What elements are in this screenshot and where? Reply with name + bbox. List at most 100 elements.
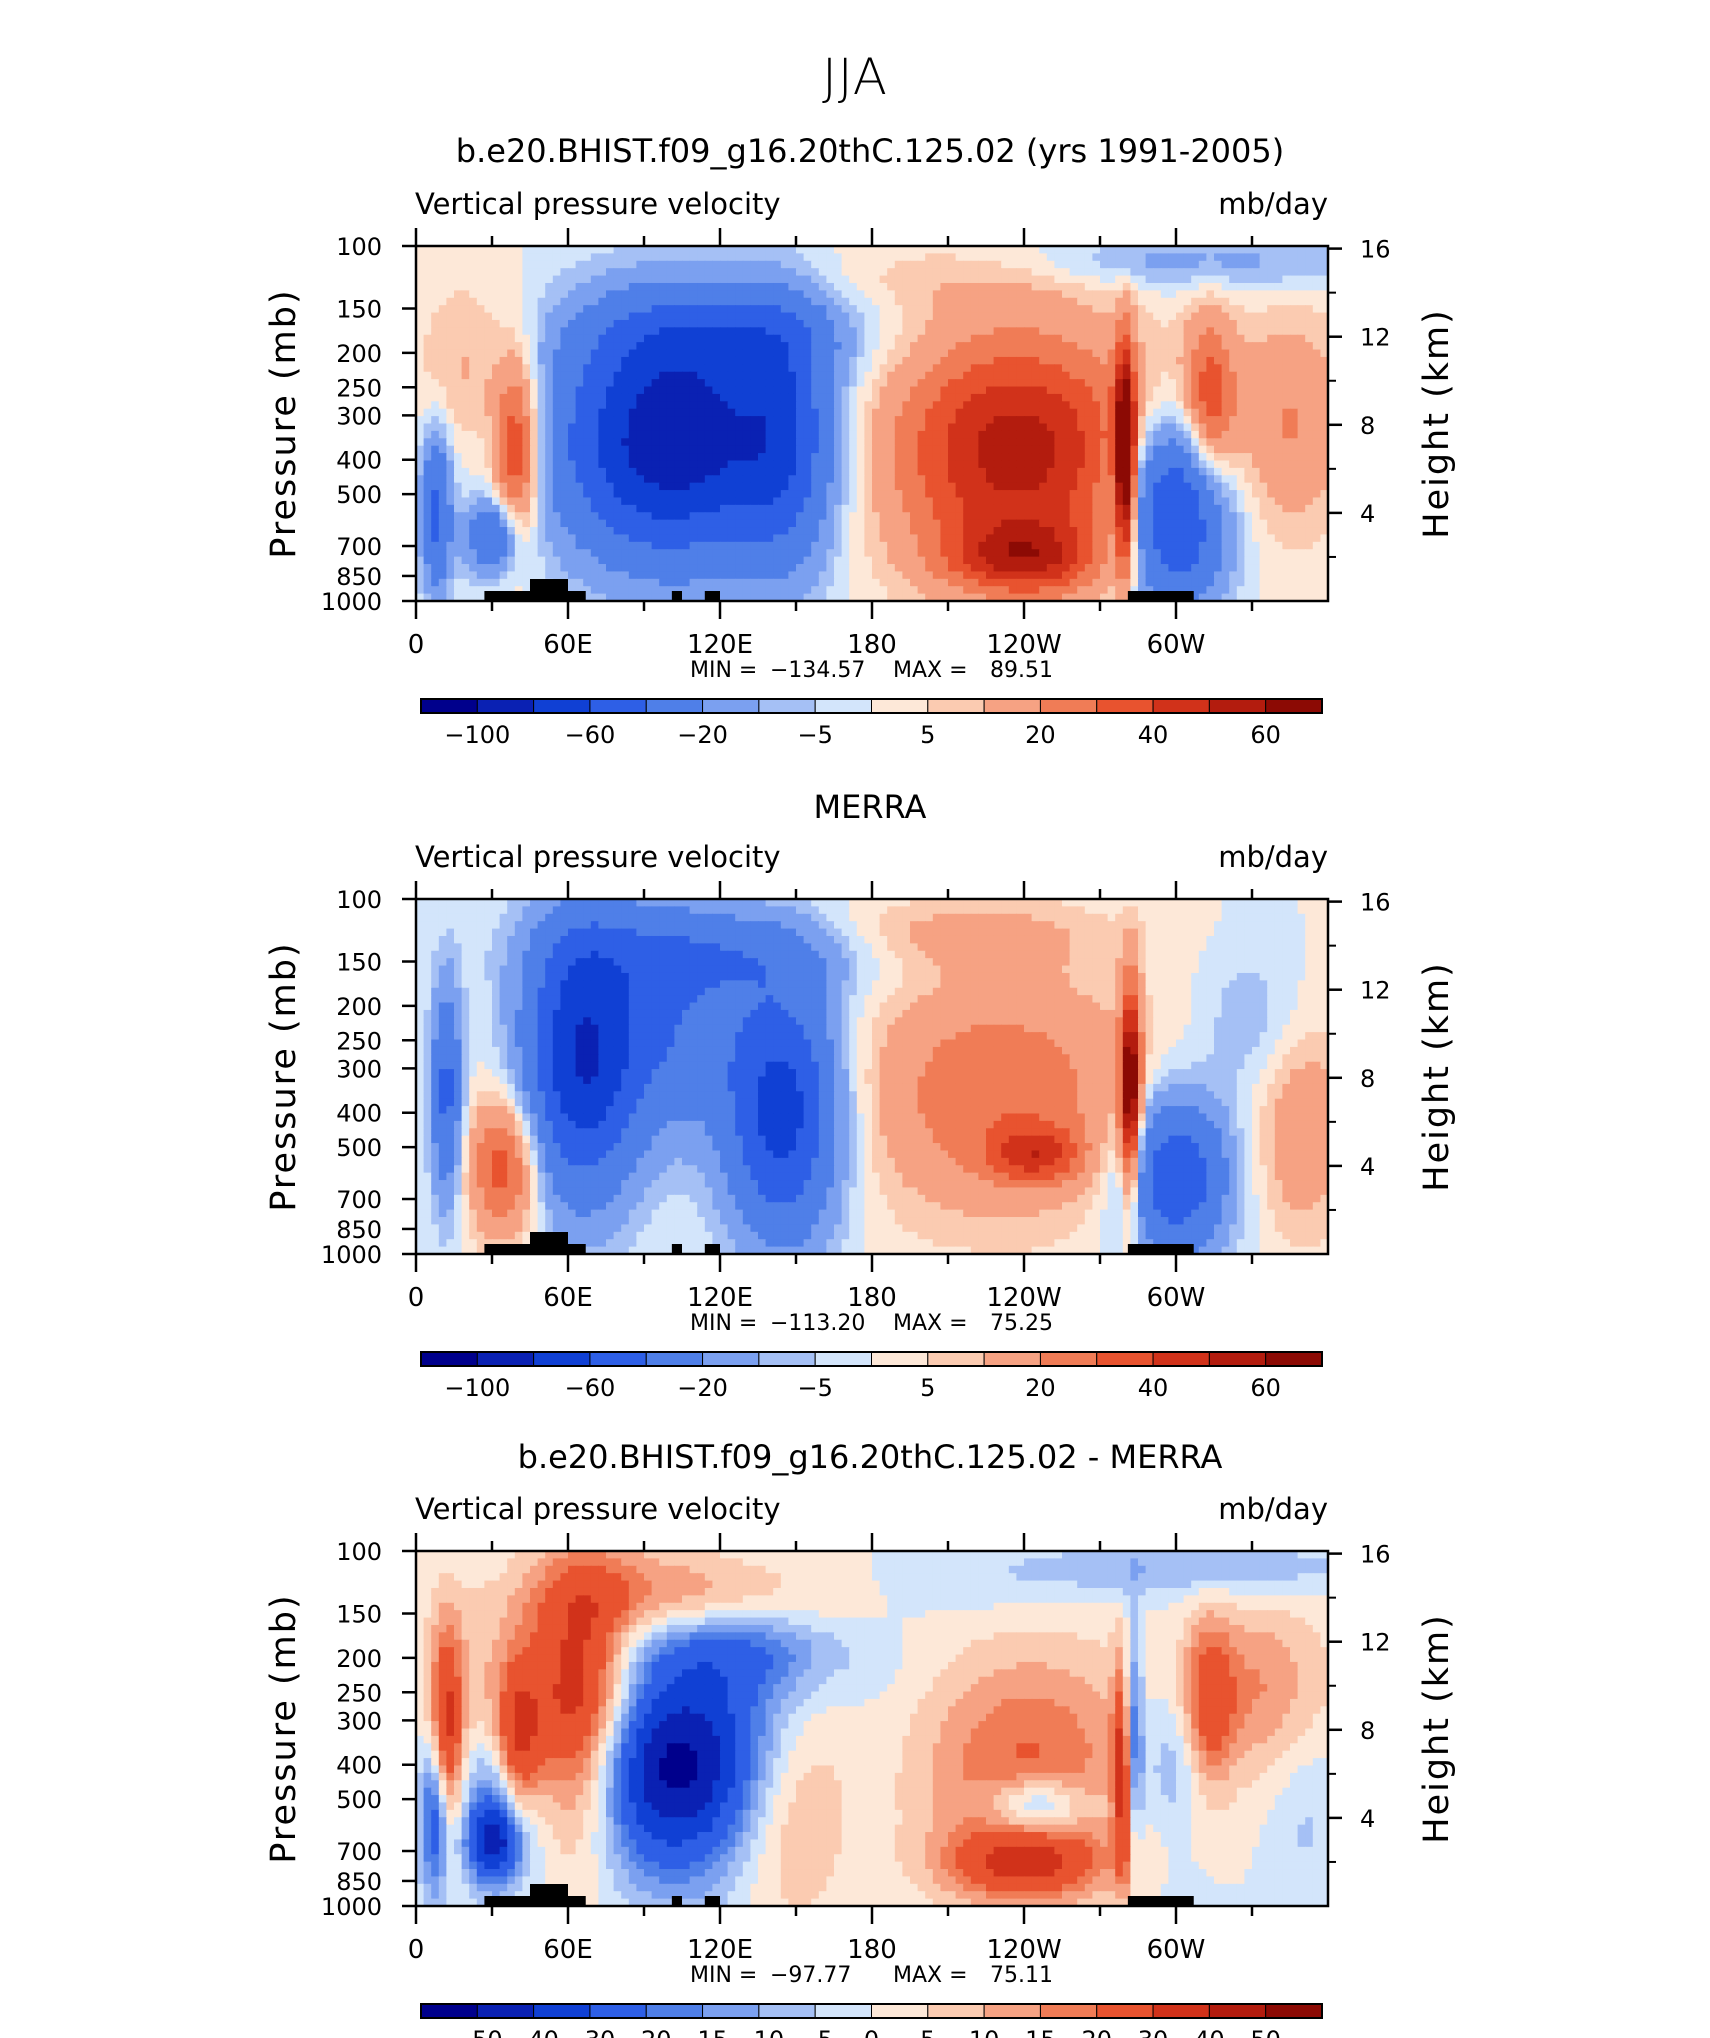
heatmap-cell — [560, 519, 569, 528]
heatmap-cell — [940, 342, 949, 351]
heatmap-cell — [1145, 467, 1154, 476]
heatmap-cell — [1107, 416, 1116, 425]
heatmap-cell — [644, 490, 653, 499]
heatmap-cell — [735, 401, 744, 410]
heatmap-cell — [1153, 312, 1162, 321]
heatmap-cell — [438, 475, 447, 484]
heatmap-cell — [1115, 541, 1124, 550]
heatmap-cell — [1092, 423, 1101, 432]
heatmap-cell — [1084, 401, 1093, 410]
heatmap-cell — [1183, 379, 1192, 388]
heatmap-cell — [758, 541, 767, 550]
heatmap-cell — [560, 475, 569, 484]
heatmap-cell — [416, 541, 425, 550]
heatmap-cell — [1214, 349, 1223, 358]
heatmap-cell — [575, 541, 584, 550]
heatmap-cell — [887, 260, 896, 269]
heatmap-cell — [416, 268, 425, 277]
heatmap-cell — [834, 342, 843, 351]
heatmap-cell — [940, 282, 949, 291]
heatmap-cell — [948, 534, 957, 543]
heatmap-cell — [917, 334, 926, 343]
heatmap-cell — [978, 356, 987, 365]
heatmap-cell — [1016, 393, 1025, 402]
heatmap-cell — [720, 275, 729, 284]
heatmap-cell — [1206, 541, 1215, 550]
heatmap-cell — [803, 260, 812, 269]
heatmap-cell — [644, 334, 653, 343]
heatmap-cell — [1122, 253, 1131, 262]
heatmap-cell — [1001, 268, 1010, 277]
heatmap-cell — [834, 268, 843, 277]
heatmap-cell — [1008, 453, 1017, 462]
heatmap-cell — [537, 275, 546, 284]
heatmap-cell — [917, 438, 926, 447]
heatmap-cell — [887, 319, 896, 328]
heatmap-cell — [560, 260, 569, 269]
heatmap-cell — [697, 504, 706, 513]
heatmap-cell — [628, 305, 637, 314]
heatmap-cell — [1031, 430, 1040, 439]
heatmap-cell — [697, 349, 706, 358]
heatmap-cell — [978, 408, 987, 417]
heatmap-cell — [1290, 460, 1299, 469]
heatmap-cell — [704, 393, 713, 402]
heatmap-cell — [651, 549, 660, 558]
heatmap-cell — [621, 541, 630, 550]
heatmap-cell — [606, 408, 615, 417]
heatmap-cell — [613, 423, 622, 432]
heatmap-cell — [1274, 275, 1283, 284]
heatmap-cell — [659, 541, 668, 550]
heatmap-cell — [811, 475, 820, 484]
heatmap-cell — [666, 408, 675, 417]
heatmap-cell — [552, 312, 561, 321]
heatmap-cell — [1138, 342, 1147, 351]
heatmap-cell — [1100, 253, 1109, 262]
heatmap-cell — [963, 512, 972, 521]
heatmap-cell — [910, 342, 919, 351]
heatmap-cell — [1168, 275, 1177, 284]
heatmap-cell — [1054, 445, 1063, 454]
heatmap-cell — [1320, 460, 1329, 469]
heatmap-cell — [818, 534, 827, 543]
heatmap-cell — [1031, 349, 1040, 358]
heatmap-cell — [1221, 453, 1230, 462]
heatmap-cell — [552, 342, 561, 351]
heatmap-cell — [1259, 497, 1268, 506]
heatmap-cell — [1138, 527, 1147, 536]
heatmap-cell — [1130, 497, 1139, 506]
heatmap-cell — [970, 534, 979, 543]
heatmap-cell — [1138, 246, 1147, 254]
heatmap-cell — [993, 423, 1002, 432]
heatmap-cell — [879, 319, 888, 328]
heatmap-cell — [1267, 534, 1276, 543]
heatmap-cell — [986, 497, 995, 506]
heatmap-cell — [1054, 356, 1063, 365]
heatmap-cell — [598, 356, 607, 365]
heatmap-cell — [416, 379, 425, 388]
heatmap-cell — [651, 401, 660, 410]
heatmap-cell — [727, 260, 736, 269]
heatmap-cell — [765, 453, 774, 462]
heatmap-cell — [849, 342, 858, 351]
heatmap-cell — [1016, 475, 1025, 484]
heatmap-cell — [1054, 519, 1063, 528]
heatmap-cell — [1107, 438, 1116, 447]
heatmap-cell — [1100, 327, 1109, 336]
heatmap-cell — [894, 416, 903, 425]
heatmap-cell — [856, 371, 865, 380]
heatmap-cell — [765, 349, 774, 358]
heatmap-cell — [955, 393, 964, 402]
heatmap-cell — [507, 327, 516, 336]
heatmap-cell — [484, 379, 493, 388]
heatmap-cell — [628, 364, 637, 373]
heatmap-cell — [758, 349, 767, 358]
heatmap-cell — [537, 490, 546, 499]
heatmap-cell — [841, 416, 850, 425]
heatmap-cell — [621, 408, 630, 417]
heatmap-cell — [841, 364, 850, 373]
heatmap-cell — [704, 260, 713, 269]
heatmap-cell — [818, 327, 827, 336]
heatmap-cell — [598, 305, 607, 314]
heatmap-cell — [1039, 334, 1048, 343]
